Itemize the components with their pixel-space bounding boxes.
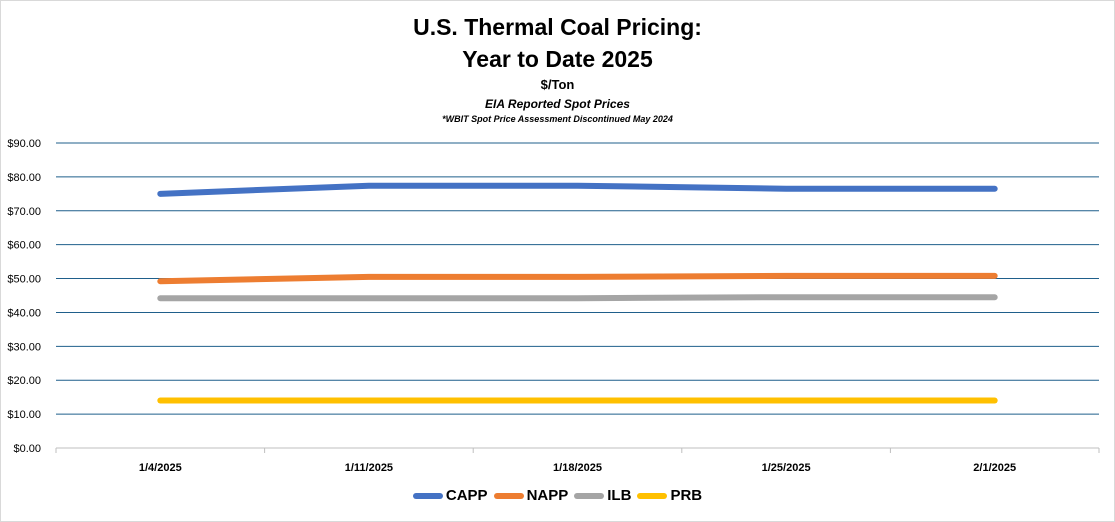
chart-title-line2: Year to Date 2025	[462, 46, 653, 72]
x-tick-label: 1/11/2025	[345, 462, 393, 474]
legend-label: ILB	[607, 487, 632, 504]
y-tick-label: $70.00	[7, 206, 41, 218]
y-tick-label: $60.00	[7, 240, 41, 252]
x-tick-label: 2/1/2025	[973, 462, 1016, 474]
series-line-napp	[157, 272, 998, 285]
y-tick-label: $50.00	[7, 274, 41, 286]
chart-title-line1: U.S. Thermal Coal Pricing:	[413, 14, 702, 40]
y-tick-label: $20.00	[7, 375, 41, 387]
chart-footnote: *WBIT Spot Price Assessment Discontinued…	[442, 114, 673, 124]
y-tick-label: $0.00	[13, 443, 41, 455]
legend-label: NAPP	[526, 487, 569, 504]
x-tick-label: 1/25/2025	[762, 462, 811, 474]
chart-subtitle: EIA Reported Spot Prices	[485, 97, 630, 111]
legend-item-ilb: ILB	[574, 486, 631, 506]
series-line-capp	[157, 182, 998, 197]
chart-units-label: $/Ton	[540, 77, 575, 92]
y-tick-label: $40.00	[7, 307, 41, 319]
legend-item-capp: CAPP	[412, 486, 488, 506]
series-line-ilb	[157, 294, 998, 302]
x-tick-label: 1/4/2025	[139, 462, 182, 474]
legend-label: CAPP	[445, 487, 488, 504]
chart-legend: CAPP NAPP ILB PRB	[0, 485, 1115, 506]
legend-swatch	[574, 493, 605, 499]
legend-swatch	[412, 493, 443, 499]
legend-label: PRB	[670, 487, 703, 504]
legend-item-prb: PRB	[637, 486, 702, 506]
y-tick-label: $10.00	[7, 409, 41, 421]
legend-item-napp: NAPP	[493, 486, 569, 506]
y-tick-label: $80.00	[7, 172, 41, 184]
y-tick-label: $30.00	[7, 341, 41, 353]
legend-swatch	[493, 493, 524, 499]
y-tick-label: $90.00	[7, 138, 41, 150]
x-tick-label: 1/18/2025	[553, 462, 602, 474]
legend-swatch	[637, 493, 668, 499]
